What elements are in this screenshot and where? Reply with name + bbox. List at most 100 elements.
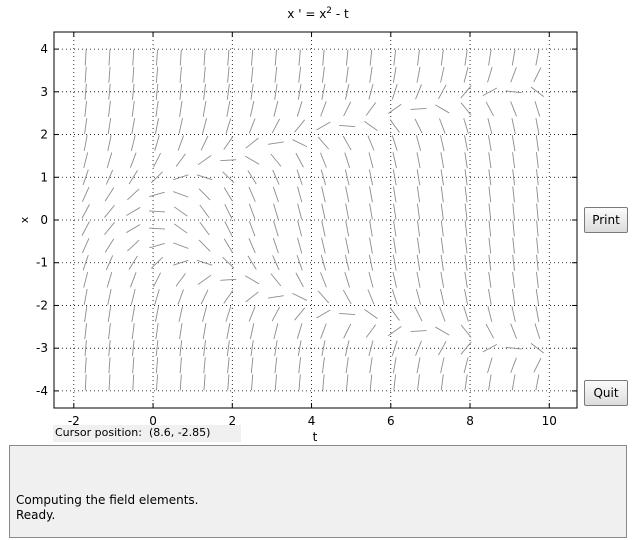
field-segment [250, 83, 254, 100]
field-segment [297, 220, 303, 237]
field-segment [369, 237, 373, 254]
field-segment [369, 66, 373, 83]
field-segment [272, 255, 280, 271]
field-segment [245, 291, 259, 303]
field-segment [292, 139, 308, 148]
field-segment [440, 66, 445, 83]
field-segment [321, 237, 326, 254]
field-segment [132, 83, 135, 100]
field-segment [345, 374, 349, 391]
field-segment [105, 169, 114, 185]
field-segment [321, 186, 326, 203]
field-segment [127, 239, 140, 252]
field-segment [108, 357, 111, 374]
field-segment [488, 49, 492, 66]
field-segment [128, 255, 138, 270]
field-segment [153, 272, 161, 288]
quit-button[interactable]: Quit [584, 380, 628, 406]
field-segment [512, 254, 515, 271]
field-segment [197, 155, 212, 166]
field-segment [84, 357, 87, 374]
field-segment [202, 118, 208, 134]
field-segment [297, 203, 303, 220]
cursor-position-display: Cursor position: (8.6, -2.85) [53, 425, 241, 442]
field-segment [393, 374, 397, 391]
field-segment [414, 306, 423, 322]
field-segment [464, 49, 468, 66]
field-segment [389, 119, 400, 133]
field-segment [129, 272, 137, 288]
field-segment [512, 152, 516, 169]
y-tick-label: 0 [40, 213, 48, 227]
y-tick-label: 3 [40, 85, 48, 99]
field-segment [510, 323, 517, 339]
field-segment [485, 323, 494, 339]
field-segment [345, 237, 350, 254]
field-segment [440, 135, 445, 151]
field-segment [174, 206, 188, 217]
field-segment [267, 295, 284, 299]
field-segment [248, 238, 256, 254]
field-segment [84, 100, 88, 117]
field-segment [273, 203, 279, 220]
field-segment [440, 49, 444, 66]
field-segment [439, 306, 446, 322]
field-segment [536, 203, 539, 220]
field-segment [369, 186, 373, 203]
field-segment [81, 204, 90, 219]
field-segment [344, 169, 350, 186]
field-segment [320, 272, 327, 288]
field-segment [274, 83, 278, 100]
field-segment [512, 271, 516, 288]
field-segment [81, 221, 90, 236]
x-tick-label: -2 [68, 414, 80, 428]
field-segment [512, 169, 515, 186]
field-segment [368, 169, 374, 186]
field-segment [203, 49, 206, 66]
field-segment [460, 85, 472, 99]
field-segment [248, 220, 256, 237]
field-segment [247, 170, 257, 185]
field-segment [536, 186, 539, 203]
field-segment [512, 186, 515, 203]
x-tick-label: 8 [466, 414, 474, 428]
field-segment [391, 84, 398, 100]
field-segment [84, 49, 87, 66]
field-segment [534, 323, 541, 339]
field-segment [368, 83, 374, 100]
field-segment [485, 101, 494, 117]
field-segment [274, 49, 277, 66]
field-segment [297, 237, 303, 254]
field-segment [104, 204, 115, 218]
field-segment [175, 153, 186, 167]
field-segment [415, 340, 422, 356]
field-segment [342, 135, 352, 151]
field-segment [270, 153, 282, 167]
field-segment [369, 374, 373, 391]
field-segment [387, 103, 402, 114]
field-segment [464, 135, 469, 152]
field-segment [488, 237, 492, 254]
field-segment [391, 289, 398, 305]
field-segment [344, 83, 350, 100]
field-segment [393, 220, 397, 237]
field-segment [226, 340, 230, 357]
field-segment [156, 374, 158, 391]
field-segment [199, 221, 210, 236]
field-segment [222, 171, 235, 184]
field-segment [297, 340, 302, 357]
cursor-label: Cursor position: [55, 426, 142, 439]
print-button[interactable]: Print [584, 207, 628, 233]
field-segment [369, 220, 373, 237]
field-segment [344, 272, 351, 288]
field-segment [203, 66, 206, 83]
field-segment [391, 135, 398, 151]
field-segment [227, 357, 230, 374]
field-segment [173, 191, 189, 198]
field-segment [393, 237, 397, 254]
field-segment [535, 306, 540, 322]
field-segment [410, 107, 427, 110]
field-segment [154, 135, 160, 151]
x-tick-label: 6 [387, 414, 395, 428]
